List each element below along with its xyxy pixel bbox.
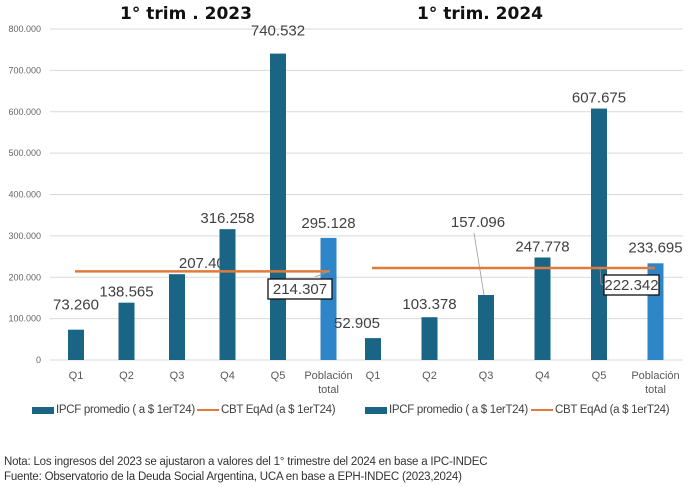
x-tick-label: total bbox=[318, 384, 339, 396]
legend-item-cbt-2024: CBT EqAd (a $ 1erT24) bbox=[531, 404, 670, 416]
x-tick-label: Q4 bbox=[535, 370, 550, 382]
bar-q4 bbox=[219, 229, 236, 360]
bar-q2 bbox=[118, 302, 135, 360]
x-tick-label: Población bbox=[631, 370, 679, 382]
bar-q1 bbox=[68, 329, 84, 360]
data-label: 103.378 bbox=[402, 296, 456, 313]
legend-item-ipcf-2023: IPCF promedio ( a $ 1erT24) bbox=[32, 404, 195, 416]
y-tick-label: 600.000 bbox=[8, 107, 41, 117]
data-label: 247.778 bbox=[515, 238, 569, 255]
bar-swatch-icon bbox=[32, 406, 54, 414]
bar-q5 bbox=[591, 108, 607, 361]
leader-line bbox=[473, 232, 485, 296]
income-quintile-chart: 0 100.000 200.000 300.000 400.000 500.000 600.… bbox=[8, 4, 683, 396]
line-swatch-icon bbox=[197, 408, 219, 412]
data-label: 740.532 bbox=[251, 23, 305, 40]
y-tick-label: 800.000 bbox=[8, 24, 41, 34]
x-tick-label: Q3 bbox=[170, 370, 185, 382]
legend-item-cbt-2023: CBT EqAd (a $ 1erT24) bbox=[197, 404, 336, 416]
cbt-label: 222.342 bbox=[604, 277, 658, 294]
x-tick-label: Q1 bbox=[69, 370, 84, 382]
data-label: 157.096 bbox=[451, 214, 505, 231]
cbt-label-box bbox=[603, 274, 660, 296]
x-tick-label: Q5 bbox=[592, 370, 607, 382]
data-label: 52.905 bbox=[334, 315, 380, 332]
x-tick-label: total bbox=[645, 384, 666, 396]
legend-label: CBT EqAd (a $ 1erT24) bbox=[221, 404, 336, 416]
notes: Nota: Los ingresos del 2023 se ajustaron… bbox=[4, 455, 488, 485]
legend-item-ipcf-2024: IPCF promedio ( a $ 1erT24) bbox=[365, 404, 528, 416]
legend-label: IPCF promedio ( a $ 1erT24) bbox=[389, 404, 528, 416]
source-text: Fuente: Observatorio de la Deuda Social … bbox=[4, 471, 462, 483]
bar-q4 bbox=[534, 257, 551, 360]
note-text: Nota: Los ingresos del 2023 se ajustaron… bbox=[4, 456, 488, 468]
x-tick-label: Q2 bbox=[422, 370, 437, 382]
y-tick-label: 200.000 bbox=[8, 272, 41, 282]
panel-title: 1° trim. 2024 bbox=[417, 4, 543, 24]
x-tick-label: Q5 bbox=[271, 370, 286, 382]
bar-swatch-icon bbox=[365, 406, 387, 414]
y-tick-label: 300.000 bbox=[8, 231, 41, 241]
data-label: 316.258 bbox=[200, 210, 254, 227]
cbt-label-box bbox=[267, 278, 333, 300]
bar-q1 bbox=[365, 338, 381, 360]
x-tick-label: Q4 bbox=[220, 370, 235, 382]
data-label: 73.260 bbox=[53, 297, 99, 314]
cbt-label: 214.307 bbox=[273, 281, 327, 298]
y-tick-label: 0 bbox=[36, 355, 41, 365]
y-tick-label: 500.000 bbox=[8, 148, 41, 158]
x-tick-label: Q1 bbox=[366, 370, 381, 382]
bar-q2 bbox=[421, 317, 438, 360]
y-tick-label: 400.000 bbox=[8, 190, 41, 200]
legend-label: IPCF promedio ( a $ 1erT24) bbox=[56, 404, 195, 416]
data-label: 607.675 bbox=[572, 90, 626, 107]
bar-q5 bbox=[270, 53, 286, 360]
data-label: 295.128 bbox=[301, 215, 355, 232]
bar-q3 bbox=[169, 274, 185, 360]
data-label: 138.565 bbox=[99, 284, 153, 301]
leader-line bbox=[314, 270, 331, 278]
x-tick-label: Población bbox=[304, 370, 352, 382]
line-swatch-icon bbox=[531, 408, 553, 412]
legend-label: CBT EqAd (a $ 1erT24) bbox=[555, 404, 670, 416]
bar-q3 bbox=[478, 295, 494, 360]
x-tick-label: Q2 bbox=[119, 370, 134, 382]
panel-title: 1° trim . 2023 bbox=[120, 4, 252, 24]
y-tick-label: 100.000 bbox=[8, 314, 41, 324]
y-tick-label: 700.000 bbox=[8, 65, 41, 75]
data-label: 233.695 bbox=[628, 239, 682, 256]
x-tick-label: Q3 bbox=[479, 370, 494, 382]
